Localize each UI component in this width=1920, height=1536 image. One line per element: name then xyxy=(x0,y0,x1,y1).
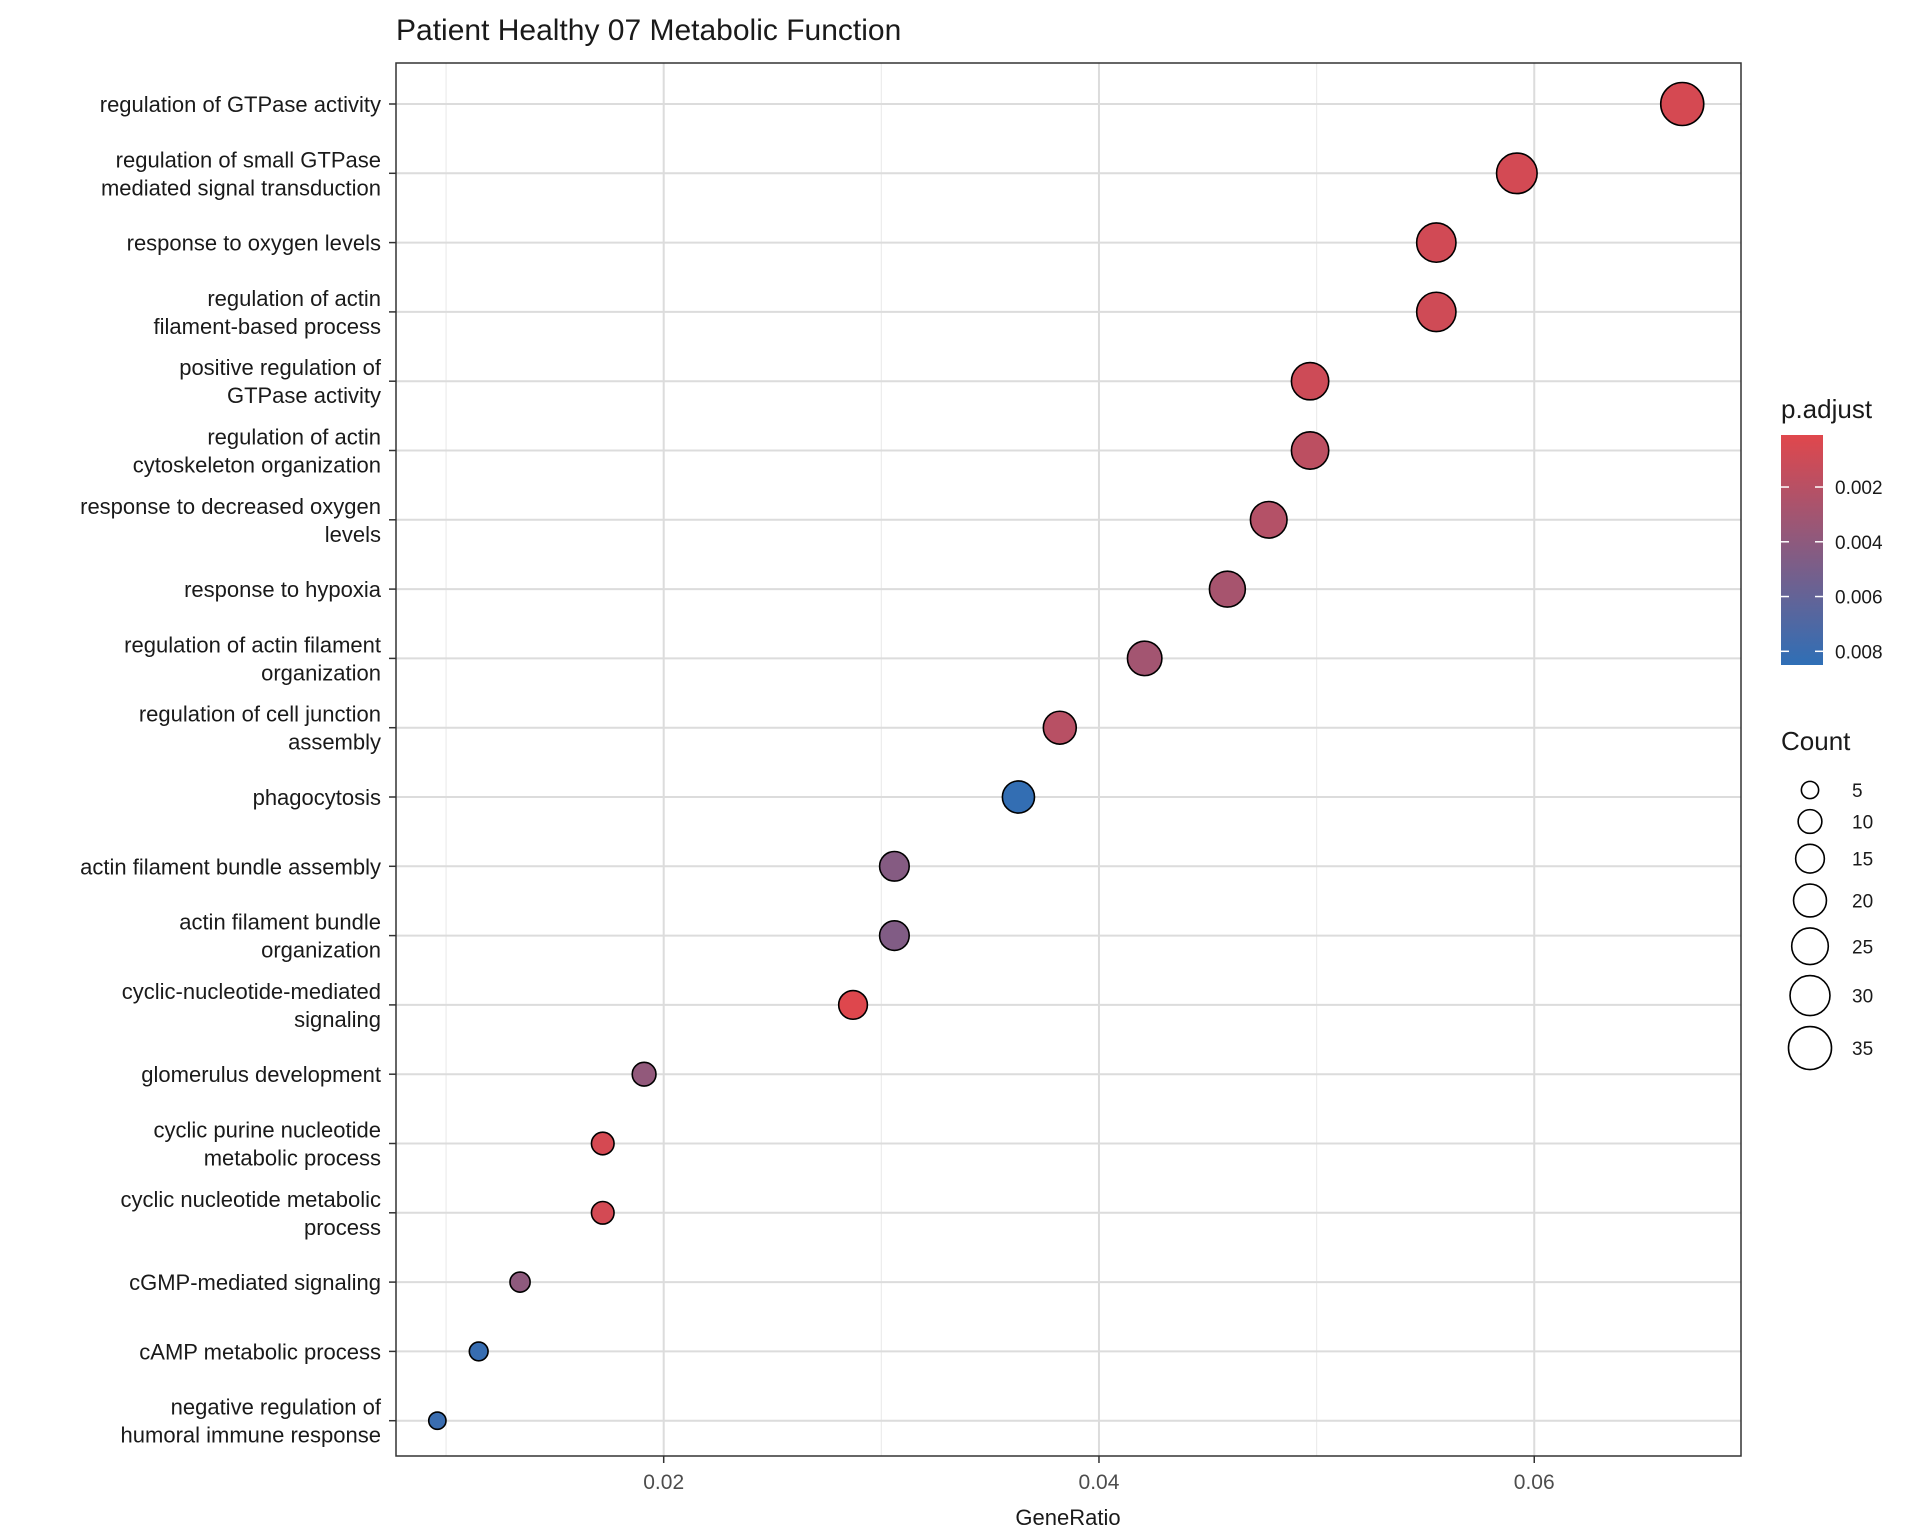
grid-layer xyxy=(396,63,1741,1456)
y-tick-label: regulation of actin filament organization xyxy=(124,632,381,685)
x-tick-label: 0.02 xyxy=(643,1471,684,1494)
data-point xyxy=(1495,152,1538,195)
x-axis-label: GeneRatio xyxy=(1015,1505,1120,1530)
color-legend-tick-label: 0.004 xyxy=(1835,533,1883,554)
size-legend-label: 25 xyxy=(1852,937,1873,958)
y-tick-label: cyclic-nucleotide-mediated signaling xyxy=(122,979,381,1032)
x-tick-label: 0.06 xyxy=(1514,1471,1555,1494)
data-point xyxy=(1290,361,1330,401)
data-point xyxy=(590,1200,615,1225)
y-tick-label: regulation of GTPase activity xyxy=(100,92,381,117)
plot-panel-border xyxy=(395,62,1742,1457)
data-point xyxy=(468,1341,489,1362)
size-legend-circle xyxy=(1797,808,1823,835)
data-point xyxy=(1415,291,1457,333)
points-layer xyxy=(427,81,1705,1431)
y-tick-label: response to oxygen levels xyxy=(127,231,381,256)
y-tick-label: regulation of actin cytoskeleton organiza… xyxy=(133,425,381,478)
data-point xyxy=(509,1271,531,1293)
data-point xyxy=(1659,81,1705,127)
data-point xyxy=(878,850,910,882)
data-point xyxy=(1290,431,1330,470)
color-legend-bar xyxy=(1781,435,1823,665)
data-point xyxy=(1126,640,1163,677)
size-legend-title: Count xyxy=(1781,726,1851,756)
size-legend-circle xyxy=(1790,927,1830,966)
data-point xyxy=(631,1061,657,1087)
y-tick-label: cyclic purine nucleotide metabolic proces… xyxy=(154,1118,381,1171)
data-point xyxy=(1208,570,1247,608)
color-legend-tick-label: 0.008 xyxy=(1835,642,1883,663)
color-legend-ticks: 0.002 0.004 0.006 0.008 xyxy=(1781,478,1883,663)
y-tick-label: regulation of cell junction assembly xyxy=(139,702,381,755)
size-legend-label: 35 xyxy=(1852,1039,1873,1060)
y-tick-label: actin filament bundle organization xyxy=(179,910,381,963)
size-legend-items: 5 10 15 20 25 30 35 xyxy=(1787,780,1873,1071)
data-point xyxy=(878,919,910,952)
y-tick-label: glomerulus development xyxy=(141,1062,381,1087)
color-legend-title: p.adjust xyxy=(1781,394,1873,424)
x-tick-label: 0.04 xyxy=(1079,1471,1120,1494)
y-tick-label: actin filament bundle assembly xyxy=(80,854,381,879)
data-point xyxy=(1415,222,1457,264)
y-tick-label: cyclic nucleotide metabolic process xyxy=(121,1187,381,1240)
y-tick-label: positive regulation of GTPase activity xyxy=(179,355,382,408)
data-point xyxy=(590,1131,615,1156)
data-point xyxy=(427,1411,447,1431)
size-legend-label: 10 xyxy=(1852,812,1873,833)
size-legend-circle xyxy=(1792,883,1828,918)
size-legend-circle xyxy=(1787,1025,1833,1071)
y-tick-label: cGMP-mediated signaling xyxy=(129,1270,381,1295)
y-tick-label: phagocytosis xyxy=(253,785,381,810)
color-legend-tick-label: 0.002 xyxy=(1835,478,1883,499)
y-tick-label: regulation of small GTPase mediated signa… xyxy=(101,147,381,200)
axis-layer: 0.02 0.04 0.06 regulation of GTPase activit… xyxy=(80,92,1555,1494)
size-legend-label: 20 xyxy=(1852,892,1873,913)
y-tick-label: regulation of actin filament-based proces… xyxy=(154,286,381,339)
data-point xyxy=(1249,500,1288,539)
size-legend-circle xyxy=(1794,843,1826,874)
y-tick-label: negative regulation of humoral immune res… xyxy=(121,1395,382,1448)
color-legend-tick-label: 0.006 xyxy=(1835,588,1883,609)
y-tick-label: response to decreased oxygen levels xyxy=(80,494,381,547)
data-point xyxy=(837,989,869,1021)
size-legend-circle xyxy=(1789,974,1831,1017)
size-legend-label: 30 xyxy=(1852,987,1873,1008)
y-tick-label: response to hypoxia xyxy=(184,577,382,602)
y-tick-label: cAMP metabolic process xyxy=(139,1339,381,1364)
size-legend-label: 15 xyxy=(1852,850,1873,871)
data-point xyxy=(1042,710,1078,745)
size-legend-label: 5 xyxy=(1852,781,1863,802)
size-legend-circle xyxy=(1800,780,1820,800)
legend-layer: p.adjust 0.002 0.004 0.006 0.008 Count 5 10 1… xyxy=(1781,394,1883,1071)
data-point xyxy=(1001,780,1036,814)
chart-title: Patient Healthy 07 Metabolic Function xyxy=(396,14,901,47)
